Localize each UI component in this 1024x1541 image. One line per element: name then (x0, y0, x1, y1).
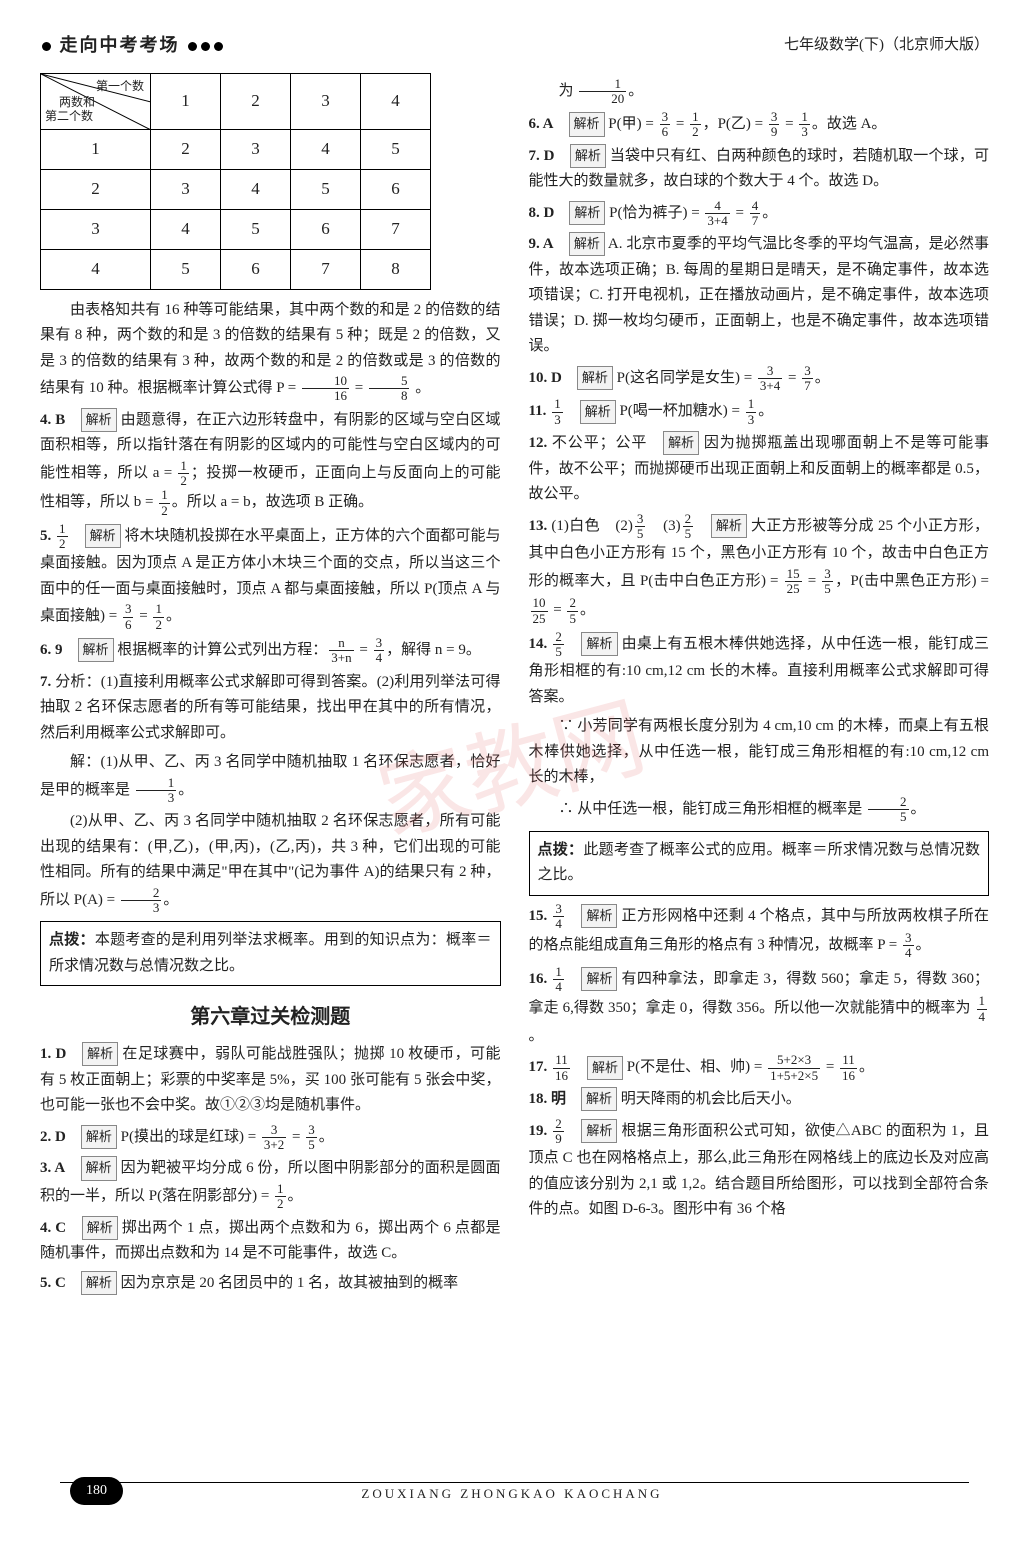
r8: 8. D 解析 P(恰为裤子) = 43+4 = 47。 (529, 199, 990, 229)
table-cell: 2 (151, 129, 221, 169)
sum-table: 第一个数 两数和 第二个数 1 2 3 4 12345 23456 34567 … (40, 73, 431, 290)
q7-sol1: 解：(1)从甲、乙、丙 3 名同学中随机抽取 1 名环保志愿者，恰好是甲的概率是… (40, 750, 501, 805)
table-row-head: 2 (41, 169, 151, 209)
tip-box-1: 点拨：本题考查的是利用列举法求概率。用到的知识点为：概率＝所求情况数与总情况数之… (40, 921, 501, 986)
analysis-label: 解析 (581, 904, 617, 928)
analysis-label: 解析 (569, 232, 605, 256)
analysis-label: 解析 (81, 408, 117, 432)
c4: 4. C 解析 掷出两个 1 点，掷出两个点数和为 6，掷出两个 6 点都是随机… (40, 1216, 501, 1267)
table-row-head: 3 (41, 209, 151, 249)
table-row-head: 1 (41, 129, 151, 169)
q4: 4. B 解析 由题意得，在正六边形转盘中，有阴影的区域与空白区域面积相等，所以… (40, 408, 501, 518)
r13: 13. (1)白色 (2)35 (3)25 解析 大正方形被等分成 25 个小正… (529, 512, 990, 626)
q7-sol2: (2)从甲、乙、丙 3 名同学中随机抽取 2 名环保志愿者，所有可能出现的结果有… (40, 809, 501, 915)
table-cell: 5 (151, 249, 221, 289)
analysis-label: 解析 (81, 1271, 117, 1295)
q7: 7. 分析：(1)直接利用概率公式求解即可得到答案。(2)利用列举法可得抽取 2… (40, 670, 501, 747)
table-cell: 4 (291, 129, 361, 169)
r19: 19. 29 解析 根据三角形面积公式可知，欲使△ABC 的面积为 1，且顶点 … (529, 1117, 990, 1223)
analysis-label: 解析 (570, 144, 606, 168)
analysis-label: 解析 (82, 1216, 118, 1240)
header-right: 七年级数学(下)（北京师大版） (784, 33, 989, 59)
section-title: 第六章过关检测题 (40, 1000, 501, 1034)
r14: 14. 25 解析 由桌上有五根木棒供她选择，从中任选一根，能钉成三角形相框的有… (529, 630, 990, 711)
table-col-head: 1 (151, 73, 221, 129)
table-cell: 8 (361, 249, 431, 289)
table-top-label: 第一个数 (96, 76, 144, 96)
r15: 15. 34 解析 正方形网格中还剩 4 个格点，其中与所放两枚棋子所在的格点能… (529, 902, 990, 961)
page-header: 走向中考考场 七年级数学(下)（北京师大版） (40, 30, 989, 61)
analysis-label: 解析 (85, 524, 121, 548)
table-cell: 3 (221, 129, 291, 169)
q6: 6. 9 解析 根据概率的计算公式列出方程：n3+n = 34，解得 n = 9… (40, 636, 501, 666)
r10: 10. D 解析 P(这名同学是女生) = 33+4 = 37。 (529, 364, 990, 394)
q5: 5. 12 解析 将木块随机投掷在水平桌面上，正方体的六个面都可能与桌面接触。因… (40, 522, 501, 632)
analysis-label: 解析 (569, 112, 605, 136)
analysis-label: 解析 (580, 400, 616, 424)
table-cell: 7 (291, 249, 361, 289)
header-left: 走向中考考场 (40, 30, 225, 61)
table-cell: 4 (151, 209, 221, 249)
table-cell: 7 (361, 209, 431, 249)
analysis-label: 解析 (581, 632, 617, 656)
table-bottom-label: 第二个数 (45, 106, 93, 126)
r0: 为 120。 (529, 77, 990, 107)
analysis-label: 解析 (711, 514, 747, 538)
r12: 12. 不公平；公平 解析 因为抛掷瓶盖出现哪面朝上不是等可能事件，故不公平；而… (529, 431, 990, 508)
table-col-head: 3 (291, 73, 361, 129)
r9: 9. A 解析 A. 北京市夏季的平均气温比冬季的平均气温高，是必然事件，故本选… (529, 232, 990, 360)
analysis-label: 解析 (569, 201, 605, 225)
analysis-label: 解析 (82, 1042, 118, 1066)
table-cell: 5 (291, 169, 361, 209)
analysis-label: 解析 (581, 1119, 617, 1143)
analysis-label: 解析 (78, 638, 114, 662)
right-column: 为 120。 6. A 解析 P(甲) = 36 = 12，P(乙) = 39 … (529, 73, 990, 1300)
c5: 5. C 解析 因为京京是 20 名团员中的 1 名，故其被抽到的概率 (40, 1271, 501, 1297)
intro-paragraph: 由表格知共有 16 种等可能结果，其中两个数的和是 2 的倍数的结果有 8 种，… (40, 298, 501, 404)
table-cell: 6 (361, 169, 431, 209)
analysis-label: 解析 (587, 1056, 623, 1080)
table-cell: 6 (221, 249, 291, 289)
r18: 18. 明 解析 明天降雨的机会比后天小。 (529, 1087, 990, 1113)
book-title: 走向中考考场 (60, 35, 180, 55)
analysis-label: 解析 (81, 1156, 117, 1180)
c2: 2. D 解析 P(摸出的球是红球) = 33+2 = 35。 (40, 1123, 501, 1153)
table-col-head: 4 (361, 73, 431, 129)
r16: 16. 14 解析 有四种拿法，即拿走 3，得数 560；拿走 5，得数 360… (529, 965, 990, 1050)
table-cell: 5 (221, 209, 291, 249)
r6: 6. A 解析 P(甲) = 36 = 12，P(乙) = 39 = 13。故选… (529, 110, 990, 140)
table-cell: 6 (291, 209, 361, 249)
analysis-label: 解析 (581, 1087, 617, 1111)
analysis-label: 解析 (663, 431, 699, 455)
analysis-label: 解析 (581, 967, 617, 991)
c1: 1. D 解析 在足球赛中，弱队可能战胜强队；抛掷 10 枚硬币，可能有 5 枚… (40, 1042, 501, 1119)
c3: 3. A 解析 因为靶被平均分成 6 份，所以图中阴影部分的面积是圆面积的一半，… (40, 1156, 501, 1211)
table-row-head: 4 (41, 249, 151, 289)
r14-p2: ∵ 小芳同学有两根长度分别为 4 cm,10 cm 的木棒，而桌上有五根木棒供她… (529, 714, 990, 791)
page-number: 180 (70, 1477, 123, 1505)
r14-p3: ∴ 从中任选一根，能钉成三角形相框的概率是 25。 (529, 795, 990, 825)
tip-box-2: 点拨：此题考查了概率公式的应用。概率＝所求情况数与总情况数之比。 (529, 831, 990, 896)
r17: 17. 1116 解析 P(不是仕、相、帅) = 5+2×31+5+2×5 = … (529, 1053, 990, 1083)
r7: 7. D 解析 当袋中只有红、白两种颜色的球时，若随机取一个球，可能性大的数量就… (529, 144, 990, 195)
table-col-head: 2 (221, 73, 291, 129)
analysis-label: 解析 (577, 366, 613, 390)
footer-pinyin: ZOUXIANG ZHONGKAO KAOCHANG (361, 1483, 662, 1505)
table-cell: 4 (221, 169, 291, 209)
left-column: 第一个数 两数和 第二个数 1 2 3 4 12345 23456 34567 … (40, 73, 501, 1300)
table-cell: 5 (361, 129, 431, 169)
analysis-label: 解析 (81, 1125, 117, 1149)
table-cell: 3 (151, 169, 221, 209)
r11: 11. 13 解析 P(喝一杯加糖水) = 13。 (529, 397, 990, 427)
